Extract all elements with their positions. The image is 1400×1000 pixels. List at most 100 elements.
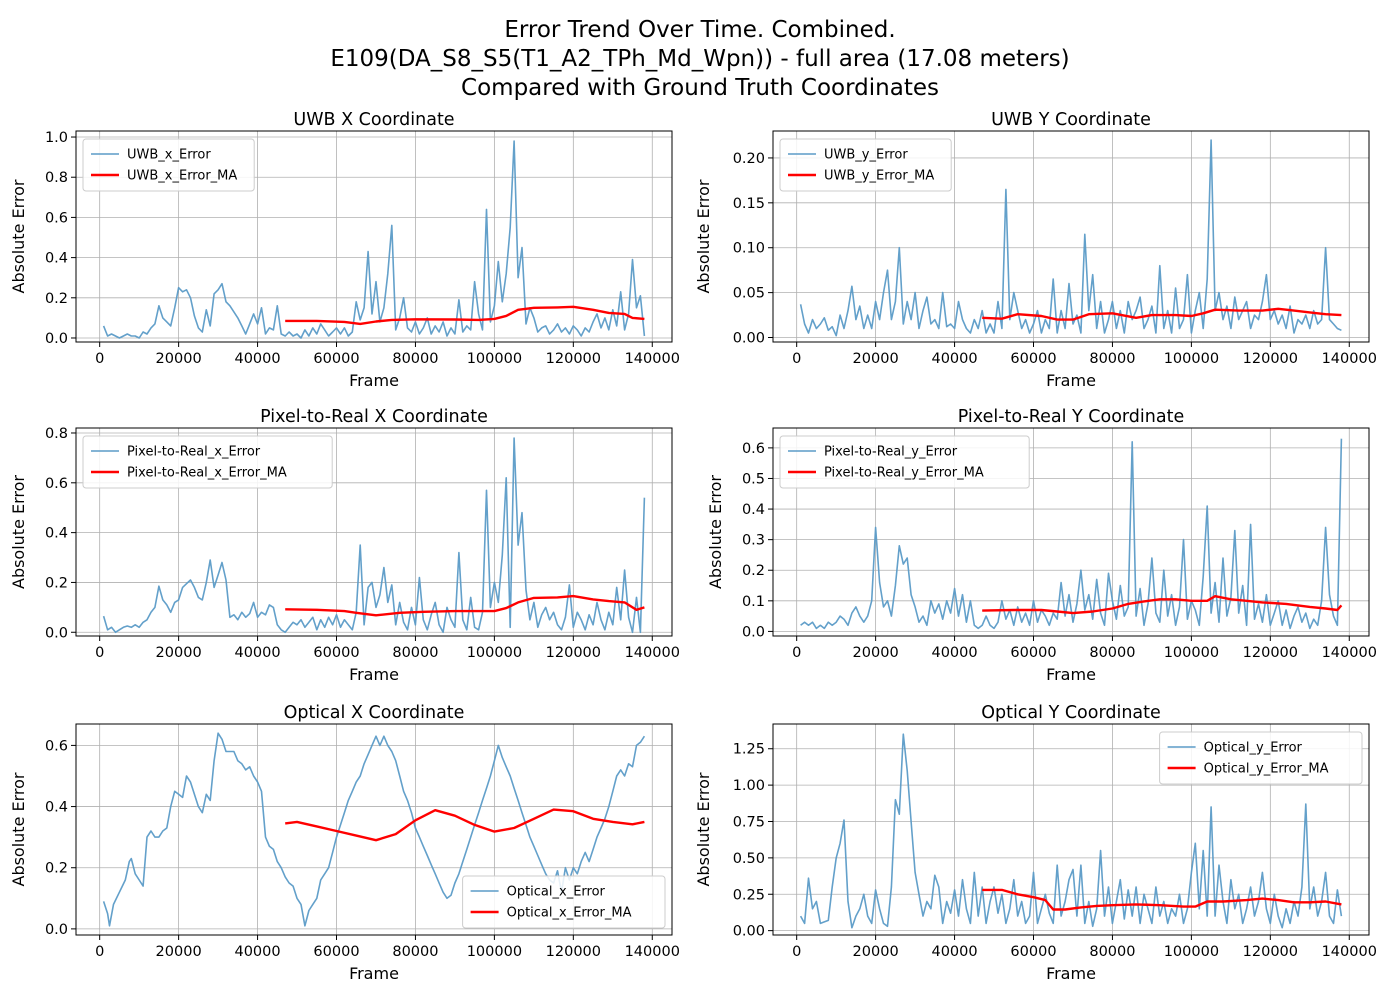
chart-1-series-uwb-x-error [102, 140, 646, 339]
chart-2-ylabel: Absolute Error [694, 179, 713, 293]
chart-3-xtick-label-6: 120000 [546, 645, 601, 661]
chart-5-title: Optical X Coordinate [284, 703, 465, 723]
chart-5-series-optical-x-error-ma [285, 808, 645, 842]
chart-4-xtick-label-3: 60000 [1010, 645, 1056, 661]
chart-2-series-uwb-y-error [799, 139, 1342, 337]
chart-4-xtick-label-0: 0 [792, 645, 801, 661]
chart-6-xtick-label-0: 0 [792, 944, 801, 960]
chart-3: 0 20000 40000 60000 80000 100000 120000 140000 0… [9, 407, 680, 684]
chart-6-xtick-label-6: 120000 [1243, 944, 1298, 960]
chart-5-xtick-label-4: 80000 [392, 944, 438, 960]
chart-1-ytick-label-0: 0.0 [45, 331, 68, 347]
chart-3-series-pixel-to-real-x-error [102, 437, 646, 634]
chart-2-legend: UWB_y_Error UWB_y_Error_MA [779, 138, 952, 192]
chart-1-xtick-label-6: 120000 [546, 351, 601, 367]
chart-6-legend: Optical_y_Error Optical_y_Error_MA [1159, 731, 1363, 785]
chart-4-xtick-label-1: 20000 [853, 645, 899, 661]
chart-1-ytick-label-3: 0.6 [45, 210, 68, 226]
chart-3-series-pixel-to-real-x-error-ma [285, 594, 645, 617]
chart-3-xtick-label-3: 60000 [313, 645, 359, 661]
chart-2-legend-box [779, 138, 952, 192]
chart-5-ytick-label-1: 0.2 [45, 861, 68, 877]
chart-4-ytick-label-0: 0.0 [742, 624, 765, 640]
chart-4-ytick-label-2: 0.2 [742, 563, 765, 579]
chart-5: 0 20000 40000 60000 80000 100000 120000 140000 0… [9, 703, 680, 983]
chart-6-xtick-label-2: 40000 [931, 944, 977, 960]
chart-6-xlabel: Frame [1046, 964, 1096, 983]
chart-5-xtick-label-5: 100000 [467, 944, 522, 960]
chart-3-legend-box [82, 435, 333, 489]
chart-2-xtick-label-4: 80000 [1089, 351, 1135, 367]
chart-6-ytick-label-1: 0.25 [733, 887, 765, 903]
chart-6-axes-frame [772, 723, 1370, 936]
chart-2-legend-label-0: UWB_y_Error [824, 148, 908, 163]
chart-6-ytick-label-3: 0.75 [733, 814, 765, 830]
chart-2: 0 20000 40000 60000 80000 100000 120000 140000 0… [694, 110, 1377, 390]
chart-6-legend-label-1: Optical_y_Error_MA [1204, 762, 1329, 777]
chart-2-title: UWB Y Coordinate [991, 110, 1151, 130]
chart-1-xtick-label-7: 140000 [625, 351, 680, 367]
chart-4: 0 20000 40000 60000 80000 100000 120000 140000 0… [706, 407, 1377, 684]
chart-1-legend-box [82, 138, 255, 192]
chart-3-ytick-label-0: 0.0 [45, 625, 68, 641]
chart-5-xtick-label-6: 120000 [546, 944, 601, 960]
figure-title-line-2: E109(DA_S8_S5(T1_A2_TPh_Md_Wpn)) - full … [330, 46, 1070, 72]
chart-5-xtick-label-3: 60000 [313, 944, 359, 960]
chart-1-series-uwb-x-error-ma [285, 305, 645, 326]
chart-1-xtick-label-4: 80000 [392, 351, 438, 367]
chart-5-legend-label-1: Optical_x_Error_MA [507, 906, 632, 921]
chart-5-xtick-label-0: 0 [95, 944, 104, 960]
chart-4-series-pixel-to-real-y-error-ma [982, 595, 1343, 615]
chart-1-ytick-label-4: 0.8 [45, 170, 68, 186]
chart-3-xtick-label-7: 140000 [625, 645, 680, 661]
chart-2-xtick-label-3: 60000 [1010, 351, 1056, 367]
chart-6-xtick-label-5: 100000 [1164, 944, 1219, 960]
chart-1-axes-frame [75, 130, 673, 343]
chart-3-xtick-label-5: 100000 [467, 645, 522, 661]
chart-2-axes-frame [772, 130, 1370, 343]
chart-5-legend: Optical_x_Error Optical_x_Error_MA [462, 875, 666, 929]
chart-4-ytick-label-1: 0.1 [742, 594, 765, 610]
chart-5-ylabel: Absolute Error [9, 772, 28, 886]
chart-4-ylabel: Absolute Error [706, 475, 725, 589]
chart-4-ytick-label-6: 0.6 [742, 441, 765, 457]
chart-1-xtick-label-5: 100000 [467, 351, 522, 367]
chart-2-ytick-label-0: 0.00 [733, 331, 765, 347]
chart-3-legend-label-0: Pixel-to-Real_x_Error [127, 445, 261, 460]
chart-2-xtick-label-7: 140000 [1322, 351, 1377, 367]
chart-4-legend-label-0: Pixel-to-Real_y_Error [824, 445, 958, 460]
chart-2-ytick-label-3: 0.15 [733, 196, 765, 212]
chart-3-title: Pixel-to-Real X Coordinate [260, 407, 488, 427]
chart-1-legend-label-0: UWB_x_Error [127, 148, 211, 163]
chart-6-xtick-label-1: 20000 [853, 944, 899, 960]
chart-3-xtick-label-1: 20000 [156, 645, 202, 661]
chart-1-ytick-label-5: 1.0 [45, 130, 68, 146]
chart-4-xtick-label-4: 80000 [1089, 645, 1135, 661]
chart-1-ytick-label-1: 0.2 [45, 291, 68, 307]
chart-3-xtick-label-4: 80000 [392, 645, 438, 661]
figure-title-line-1: Error Trend Over Time. Combined. [504, 17, 896, 43]
chart-5-axes-frame [75, 723, 673, 936]
chart-4-xtick-label-6: 120000 [1243, 645, 1298, 661]
chart-4-series-pixel-to-real-y-error [800, 438, 1343, 630]
chart-5-xlabel: Frame [349, 964, 399, 983]
chart-3-xlabel: Frame [349, 665, 399, 684]
chart-2-ytick-label-4: 0.20 [733, 151, 765, 167]
chart-5-ytick-label-0: 0.0 [45, 922, 68, 938]
chart-3-ytick-label-3: 0.6 [45, 476, 68, 492]
chart-1-xlabel: Frame [349, 371, 399, 390]
chart-4-xtick-label-7: 140000 [1322, 645, 1377, 661]
chart-5-legend-box [462, 875, 666, 929]
chart-2-xtick-label-0: 0 [792, 351, 801, 367]
chart-6-xtick-label-7: 140000 [1322, 944, 1377, 960]
chart-6-ytick-label-2: 0.50 [733, 851, 765, 867]
chart-1-ylabel: Absolute Error [9, 179, 28, 293]
chart-1-xtick-label-2: 40000 [234, 351, 280, 367]
chart-5-legend-label-0: Optical_x_Error [507, 885, 606, 900]
chart-2-ytick-label-2: 0.10 [733, 241, 765, 257]
chart-3-ytick-label-1: 0.2 [45, 575, 68, 591]
chart-1-xtick-label-3: 60000 [313, 351, 359, 367]
chart-2-xtick-label-2: 40000 [931, 351, 977, 367]
chart-3-ylabel: Absolute Error [9, 475, 28, 589]
